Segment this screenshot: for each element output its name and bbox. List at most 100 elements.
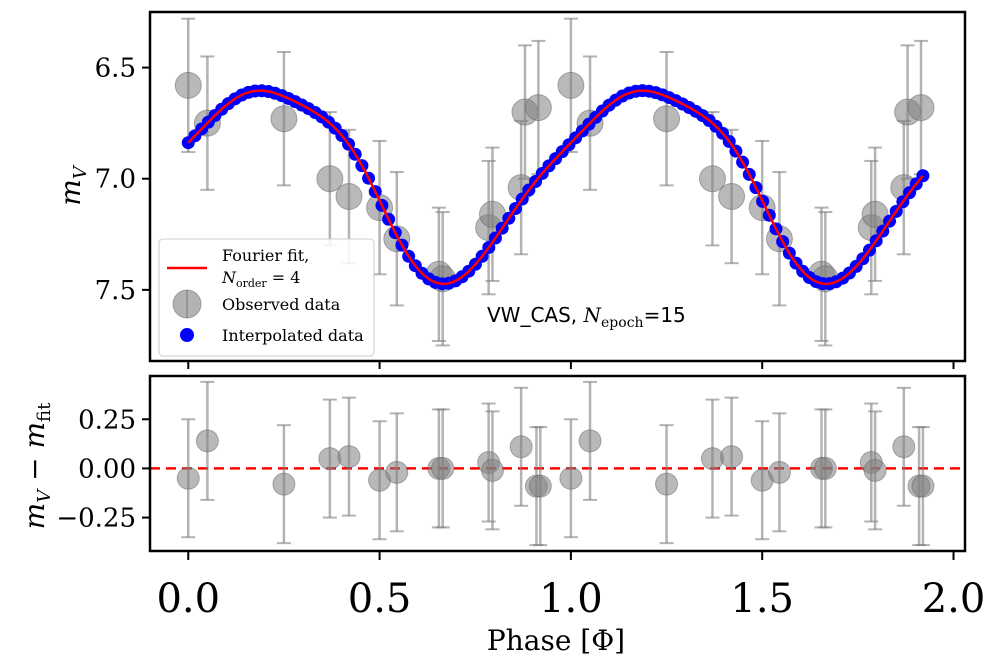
annotation-eq: =15 <box>644 303 686 327</box>
residual-point <box>368 420 392 541</box>
observed-point <box>524 39 552 176</box>
bottom-ylabel-m2: m <box>18 422 51 449</box>
legend-obs-label: Observed data <box>222 295 341 314</box>
residual-point <box>767 412 791 533</box>
top-frame <box>148 10 967 363</box>
residual-point <box>509 386 533 507</box>
observed-marker <box>524 94 552 122</box>
residual-marker <box>318 447 342 471</box>
residual-point <box>578 380 602 501</box>
legend: Fourier fit, Norder = 4 Observed data In… <box>158 238 375 357</box>
residual-marker <box>911 474 935 498</box>
top-ytick-label: 7.0 <box>95 165 136 195</box>
residual-marker <box>720 445 744 469</box>
x-axis-label: Phase [Φ] <box>487 624 625 657</box>
bottom-xtick-label: 2.0 <box>922 576 986 622</box>
residual-point <box>431 408 455 529</box>
legend-fit-n: N <box>221 268 237 287</box>
legend-interp-label: Interpolated data <box>222 326 364 345</box>
bottom-panel: 0.250.00−0.250.0 0.5 1.0 1.5 2.0 mV − mfit P… <box>18 374 986 657</box>
observed-marker <box>335 183 363 211</box>
bottom-xtick-label: 1.0 <box>539 576 603 622</box>
observed-point <box>653 51 681 187</box>
annotation-sub: epoch <box>601 315 644 331</box>
residual-marker <box>892 435 916 459</box>
bottom-frame <box>148 374 967 553</box>
residual-marker <box>813 456 837 480</box>
residual-point <box>528 426 552 547</box>
observed-marker <box>718 183 746 211</box>
residual-point <box>385 412 409 533</box>
bottom-ylabel: mV − mfit <box>18 402 55 529</box>
bottom-ytick-label: 0.00 <box>78 454 136 484</box>
legend-interp-marker <box>180 328 194 342</box>
residual-point <box>720 396 744 517</box>
residual-marker <box>559 466 583 490</box>
observed-point <box>907 39 935 176</box>
legend-fit-label: Fourier fit, <box>222 246 309 265</box>
legend-fit-eq: = 4 <box>267 268 301 287</box>
observed-marker <box>557 71 585 99</box>
residual-point <box>700 398 724 519</box>
observed-marker <box>270 105 298 133</box>
residual-marker <box>863 458 887 482</box>
bottom-xtick-label: 0.5 <box>348 576 412 622</box>
residual-marker <box>767 460 791 484</box>
annotation-n: N <box>583 303 603 327</box>
residual-marker <box>578 429 602 453</box>
observed-marker <box>698 165 726 193</box>
bottom-ylabel-m1: m <box>18 503 51 530</box>
residual-point <box>863 410 887 531</box>
fourier-fit-line <box>187 89 924 286</box>
bottom-ytick-label: 0.25 <box>78 405 136 435</box>
residual-marker <box>385 460 409 484</box>
residual-marker <box>655 472 679 496</box>
residual-point <box>480 410 504 531</box>
residual-point <box>813 408 837 529</box>
residual-marker <box>431 456 455 480</box>
observed-marker <box>907 94 935 122</box>
bottom-xtick-label: 0.0 <box>156 576 220 622</box>
legend-fit-sub: order <box>236 277 267 290</box>
bottom-xtick-label: 1.5 <box>730 576 794 622</box>
residual-marker <box>337 445 361 469</box>
top-ylabel-sub: V <box>70 164 91 179</box>
residual-point <box>176 418 200 539</box>
annotation-star-epochs: VW_CAS, Nepoch=15 <box>487 303 686 331</box>
residual-marker <box>480 458 504 482</box>
residual-point <box>911 426 935 547</box>
observed-marker <box>861 200 889 228</box>
residual-point <box>272 424 296 545</box>
residual-marker <box>509 435 533 459</box>
residual-point <box>318 398 342 519</box>
residual-marker <box>528 474 552 498</box>
annotation-star-name: VW_CAS, <box>487 303 584 327</box>
residual-point <box>559 418 583 539</box>
top-ylabel-m: m <box>54 179 87 206</box>
observed-point <box>861 146 889 282</box>
observed-point <box>174 17 202 154</box>
legend-fit-order: Norder = 4 <box>221 268 300 290</box>
bottom-ylabel-minus: − <box>18 448 51 489</box>
residual-point <box>655 424 679 545</box>
residual-marker <box>195 429 219 453</box>
observed-marker <box>316 165 344 193</box>
residual-point <box>750 420 774 541</box>
top-ytick-label: 6.5 <box>95 54 136 84</box>
observed-marker <box>653 105 681 133</box>
top-ylabel: mV <box>54 164 91 206</box>
observed-point <box>698 111 726 247</box>
observed-point <box>270 51 298 187</box>
residual-point <box>337 396 361 517</box>
residual-marker <box>272 472 296 496</box>
legend-obs-marker <box>172 289 202 319</box>
residual-point <box>195 380 219 501</box>
bottom-ylabel-sub2: fit <box>34 402 55 422</box>
top-panel: 6.5 7.0 7.5 VW_CAS, Nepoch=15 Fourier fit,… <box>54 10 967 369</box>
bottom-ylabel-sub1: V <box>34 488 55 503</box>
observed-point <box>316 111 344 247</box>
observed-point <box>557 17 585 154</box>
bottom-ytick-label: −0.25 <box>56 504 136 534</box>
residual-point <box>892 386 916 507</box>
